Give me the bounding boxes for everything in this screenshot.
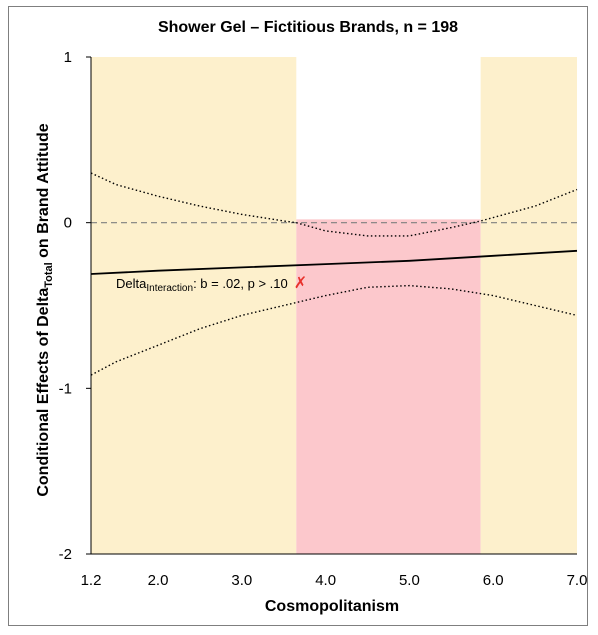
x-axis-title: Cosmopolitanism [265, 598, 399, 615]
annotation-prefix: Delta [116, 276, 147, 291]
y-axis-title: Conditional Effects of DeltaTotal on Bra… [35, 123, 55, 496]
y-tick-labels: 1 0 -1 -2 [59, 49, 72, 563]
x-tick-label: 2.0 [148, 572, 169, 589]
y-tick-label: -1 [59, 380, 72, 397]
y-tick-label: 1 [64, 49, 72, 66]
x-tick-label: 3.0 [231, 572, 252, 589]
y-axis-title-suffix: on Brand Attitude [35, 123, 52, 262]
effect-line [90, 249, 578, 275]
y-axis-title-subscript: Total [43, 262, 55, 287]
y-tick-label: 0 [64, 215, 72, 232]
x-tick-labels: 1.2 2.0 3.0 4.0 5.0 6.0 7.0 [81, 572, 588, 589]
x-tick-label: 4.0 [315, 572, 336, 589]
x-tick-label: 5.0 [399, 572, 420, 589]
axes [86, 56, 577, 555]
annotation-text: : b = .02, p > .10 [193, 276, 288, 291]
interaction-annotation: DeltaInteraction: b = .02, p > .10 ✗ [116, 275, 307, 294]
series-group [90, 172, 578, 376]
region-not-significant [296, 219, 481, 554]
y-axis-title-prefix: Conditional Effects of Delta [35, 288, 52, 497]
not-significant-marker: ✗ [294, 275, 307, 292]
chart-title: Shower Gel – Fictitious Brands, n = 198 [158, 19, 458, 36]
chart-frame [8, 6, 588, 626]
region-significant-low [91, 57, 297, 554]
region-significant-high [480, 57, 577, 554]
x-tick-label: 7.0 [567, 572, 588, 589]
x-tick-label: 1.2 [81, 572, 102, 589]
x-tick-label: 6.0 [483, 572, 504, 589]
annotation-subscript: Interaction [146, 283, 193, 294]
plot-regions [91, 57, 577, 554]
lower-ci-line [90, 284, 578, 376]
y-tick-label: -2 [59, 546, 72, 563]
